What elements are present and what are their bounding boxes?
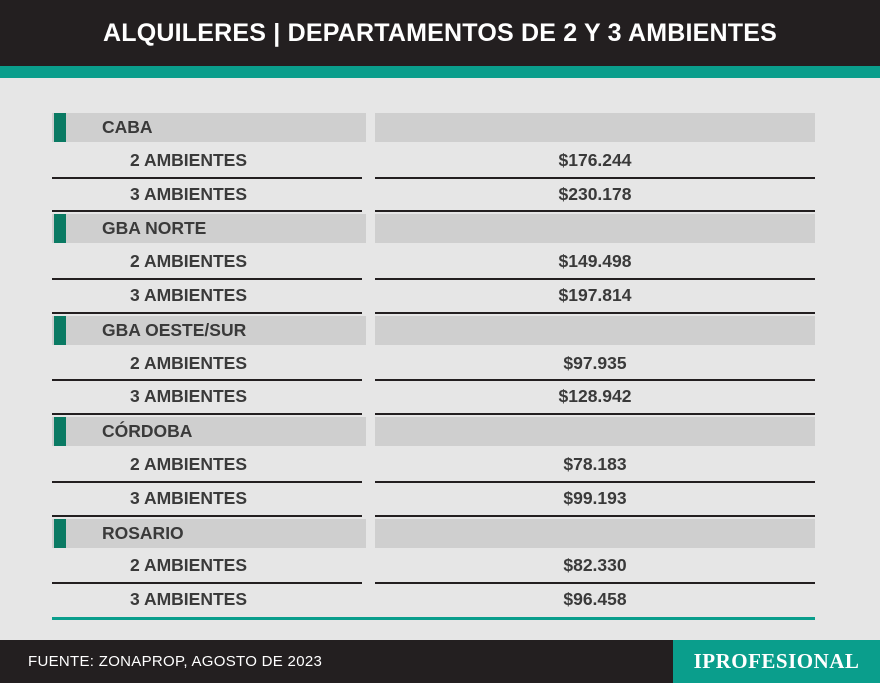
group-row: CÓRDOBA — [52, 416, 815, 450]
row-divider — [375, 514, 815, 517]
group-value-cell — [375, 518, 815, 548]
row-value: $97.935 — [563, 352, 627, 373]
table-row: 2 AMBIENTES $176.244 — [52, 146, 815, 180]
group-label-cell: CÓRDOBA — [52, 417, 366, 447]
row-value: $78.183 — [563, 453, 627, 474]
table-row: 2 AMBIENTES $78.183 — [52, 450, 815, 484]
row-divider — [375, 480, 815, 483]
row-value: $82.330 — [563, 555, 627, 576]
row-label: 2 AMBIENTES — [130, 251, 248, 272]
brand-wordmark: IPROFESIONAL — [693, 649, 860, 673]
row-value: $176.244 — [558, 149, 632, 170]
row-divider — [52, 379, 362, 382]
group-value-cell — [375, 113, 815, 142]
table-row: 2 AMBIENTES $82.330 — [52, 551, 815, 585]
row-value: $197.814 — [558, 284, 632, 305]
row-divider — [52, 514, 362, 517]
table-row: 3 AMBIENTES $128.942 — [52, 382, 815, 416]
group-label: CÓRDOBA — [102, 421, 193, 442]
group-marker — [54, 417, 66, 447]
group-label: CABA — [102, 117, 153, 137]
group-marker — [54, 214, 66, 244]
row-label: 2 AMBIENTES — [130, 555, 248, 576]
row-label: 2 AMBIENTES — [130, 453, 248, 474]
group-marker — [54, 315, 66, 345]
row-divider — [52, 277, 362, 280]
group-value-cell — [375, 417, 815, 447]
row-divider — [375, 582, 815, 585]
row-value: $96.458 — [563, 589, 627, 610]
group-value-cell — [375, 315, 815, 345]
group-row: GBA NORTE — [52, 213, 815, 247]
source-note: FUENTE: ZONAPROP, AGOSTO DE 2023 — [28, 653, 323, 670]
header-bar: ALQUILERES | DEPARTAMENTOS DE 2 Y 3 AMBI… — [0, 0, 880, 66]
row-value: $149.498 — [558, 251, 632, 272]
group-label-cell: GBA OESTE/SUR — [52, 315, 366, 345]
table-row: 2 AMBIENTES $97.935 — [52, 349, 815, 383]
group-label-cell: ROSARIO — [52, 518, 366, 548]
row-divider — [375, 379, 815, 382]
row-divider — [375, 210, 815, 213]
row-divider — [52, 210, 362, 213]
group-label: ROSARIO — [102, 522, 184, 543]
table-row: 3 AMBIENTES $99.193 — [52, 484, 815, 518]
row-label: 2 AMBIENTES — [130, 352, 248, 373]
footer-bar: FUENTE: ZONAPROP, AGOSTO DE 2023 — [0, 640, 673, 683]
accent-stripe — [0, 66, 880, 78]
table-row: 3 AMBIENTES $96.458 — [52, 585, 815, 619]
row-label: 3 AMBIENTES — [130, 183, 248, 204]
bottom-rule — [52, 617, 815, 620]
row-label: 3 AMBIENTES — [130, 487, 248, 508]
group-value-cell — [375, 214, 815, 244]
row-divider — [375, 277, 815, 280]
row-label: 3 AMBIENTES — [130, 284, 248, 305]
group-marker — [54, 518, 66, 548]
group-label: GBA NORTE — [102, 218, 207, 239]
row-value: $128.942 — [558, 386, 632, 407]
row-divider — [375, 176, 815, 179]
table-row: 3 AMBIENTES $230.178 — [52, 180, 815, 214]
group-marker — [54, 113, 66, 142]
group-label-cell: GBA NORTE — [52, 214, 366, 244]
group-label: GBA OESTE/SUR — [102, 319, 247, 340]
rent-table: CABA 2 AMBIENTES $176.244 3 AMBIENTES $230.1… — [52, 112, 815, 619]
row-divider — [375, 413, 815, 416]
table-row: 2 AMBIENTES $149.498 — [52, 247, 815, 281]
row-label: 3 AMBIENTES — [130, 386, 248, 407]
row-divider — [52, 480, 362, 483]
group-row: GBA OESTE/SUR — [52, 315, 815, 349]
group-row: CABA — [52, 112, 815, 146]
row-value: $230.178 — [558, 183, 632, 204]
page-title: ALQUILERES | DEPARTAMENTOS DE 2 Y 3 AMBI… — [103, 18, 777, 47]
row-label: 3 AMBIENTES — [130, 589, 248, 610]
row-divider — [52, 176, 362, 179]
table-row: 3 AMBIENTES $197.814 — [52, 281, 815, 315]
row-divider — [375, 311, 815, 314]
row-label: 2 AMBIENTES — [130, 149, 248, 170]
row-divider — [52, 582, 362, 585]
group-label-cell: CABA — [52, 113, 366, 142]
row-value: $99.193 — [563, 487, 627, 508]
brand-logo: IPROFESIONAL — [673, 640, 880, 683]
group-row: ROSARIO — [52, 518, 815, 552]
row-divider — [52, 311, 362, 314]
row-divider — [52, 413, 362, 416]
